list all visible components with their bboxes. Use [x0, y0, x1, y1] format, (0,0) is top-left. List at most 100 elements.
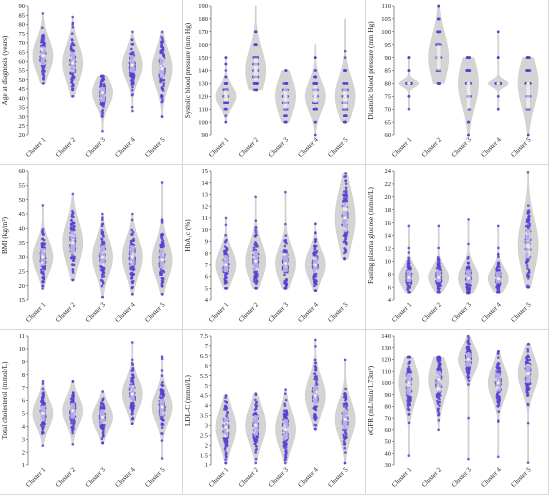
- data-point: [224, 455, 228, 459]
- chart-svg: 20 25 30 35 40 45 50 55 60 65 70 75 80 85 90 Age at dia…: [1, 3, 173, 159]
- data-point: [495, 396, 499, 399]
- data-point: [342, 197, 346, 200]
- data-point: [342, 190, 346, 193]
- data-point: [223, 448, 227, 451]
- data-point: [131, 373, 135, 377]
- y-tick-label: 22: [385, 181, 392, 188]
- y-tick-label: 100: [381, 380, 391, 387]
- y-tick-label: 65: [385, 119, 392, 126]
- data-point: [314, 222, 317, 226]
- data-point: [102, 102, 105, 106]
- data-point: [284, 69, 288, 72]
- y-tick-label: 4: [205, 403, 209, 410]
- data-point: [315, 379, 319, 382]
- data-point: [224, 56, 228, 59]
- data-point: [314, 107, 318, 111]
- data-point: [71, 42, 74, 45]
- data-point: [497, 349, 500, 353]
- data-point: [343, 247, 346, 250]
- data-point: [406, 394, 410, 398]
- data-point: [285, 82, 289, 85]
- data-point: [41, 228, 45, 231]
- data-point: [160, 284, 164, 287]
- data-point: [100, 437, 104, 440]
- data-point: [283, 286, 287, 290]
- data-point: [102, 235, 105, 238]
- median-marker: [41, 411, 45, 416]
- data-point: [41, 287, 44, 290]
- data-point: [254, 457, 258, 461]
- x-tick-label: Cluster 5: [144, 466, 167, 489]
- median-marker: [70, 240, 75, 245]
- data-point: [159, 273, 162, 276]
- data-point: [73, 228, 76, 232]
- data-point: [41, 280, 44, 283]
- data-point: [42, 33, 45, 37]
- x-tick-label: Cluster 2: [421, 466, 444, 489]
- y-tick-label: 6: [205, 363, 209, 370]
- data-point: [437, 4, 441, 8]
- data-point: [344, 451, 347, 454]
- data-point: [161, 280, 165, 284]
- data-point: [407, 95, 411, 98]
- data-point: [343, 391, 347, 395]
- data-point: [224, 286, 227, 290]
- data-point: [99, 268, 103, 272]
- data-point: [224, 62, 228, 66]
- data-point: [497, 290, 500, 294]
- data-point: [129, 73, 132, 76]
- data-point: [526, 277, 530, 280]
- data-point: [313, 358, 317, 362]
- data-point: [100, 273, 104, 277]
- data-point: [468, 284, 472, 287]
- data-point: [160, 426, 164, 429]
- data-point: [496, 56, 500, 59]
- iqr-box: [525, 83, 531, 110]
- data-point: [254, 88, 257, 92]
- data-point: [438, 397, 441, 401]
- data-point: [161, 380, 164, 384]
- data-point: [131, 292, 134, 296]
- data-point: [344, 250, 348, 253]
- y-tick-label: 6: [22, 398, 26, 405]
- data-point: [438, 355, 441, 359]
- chart-svg: 60 65 70 75 80 85 90 95 100 105 110 Diastolic blood…: [367, 3, 539, 159]
- data-point: [284, 120, 288, 124]
- y-tick-label: 85: [385, 68, 392, 75]
- data-point: [342, 240, 346, 244]
- median-marker: [436, 55, 441, 60]
- chart-panel: 20 25 30 35 40 45 50 55 60 65 70 75 80 85 90 Age at dia…: [0, 0, 183, 165]
- y-tick-label: 100: [198, 119, 208, 126]
- y-tick-label: 110: [381, 368, 391, 375]
- data-point: [313, 412, 316, 416]
- data-point: [283, 404, 287, 408]
- data-point: [284, 234, 288, 237]
- data-point: [344, 237, 348, 241]
- chart-panel: 15 20 25 30 35 40 45 50 55 60 BMI (kg/m²) Cluster 1…: [0, 165, 183, 330]
- data-point: [526, 391, 530, 395]
- median-marker: [466, 357, 471, 362]
- y-tick-label: 6: [205, 274, 209, 281]
- data-point: [343, 461, 347, 465]
- data-point: [224, 120, 228, 124]
- data-point: [527, 361, 530, 365]
- median-marker: [130, 392, 135, 396]
- data-point: [225, 438, 229, 441]
- data-point: [162, 82, 166, 85]
- median-marker: [526, 81, 530, 86]
- x-tick-label: Cluster 4: [114, 466, 137, 489]
- data-point: [100, 75, 103, 78]
- data-point: [527, 388, 530, 392]
- x-tick-label: Cluster 3: [84, 301, 107, 324]
- data-point: [131, 109, 134, 113]
- median-marker: [160, 66, 164, 71]
- data-point: [312, 406, 316, 410]
- y-tick-label: 4: [388, 297, 392, 304]
- data-point: [466, 56, 469, 59]
- data-point: [40, 431, 44, 434]
- median-marker: [160, 405, 164, 409]
- median-marker: [466, 81, 471, 86]
- data-point: [285, 450, 288, 454]
- data-point: [436, 357, 439, 361]
- data-point: [312, 253, 316, 256]
